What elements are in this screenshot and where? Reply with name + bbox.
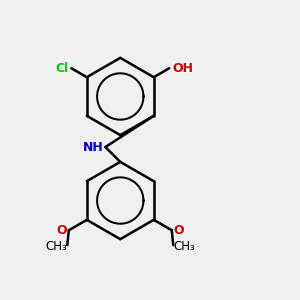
Text: CH₃: CH₃ [173,240,195,253]
Text: Cl: Cl [55,62,68,75]
Text: O: O [173,224,184,237]
Text: CH₃: CH₃ [46,240,67,253]
Text: O: O [57,224,67,237]
Text: OH: OH [172,62,193,75]
Text: NH: NH [83,140,104,154]
